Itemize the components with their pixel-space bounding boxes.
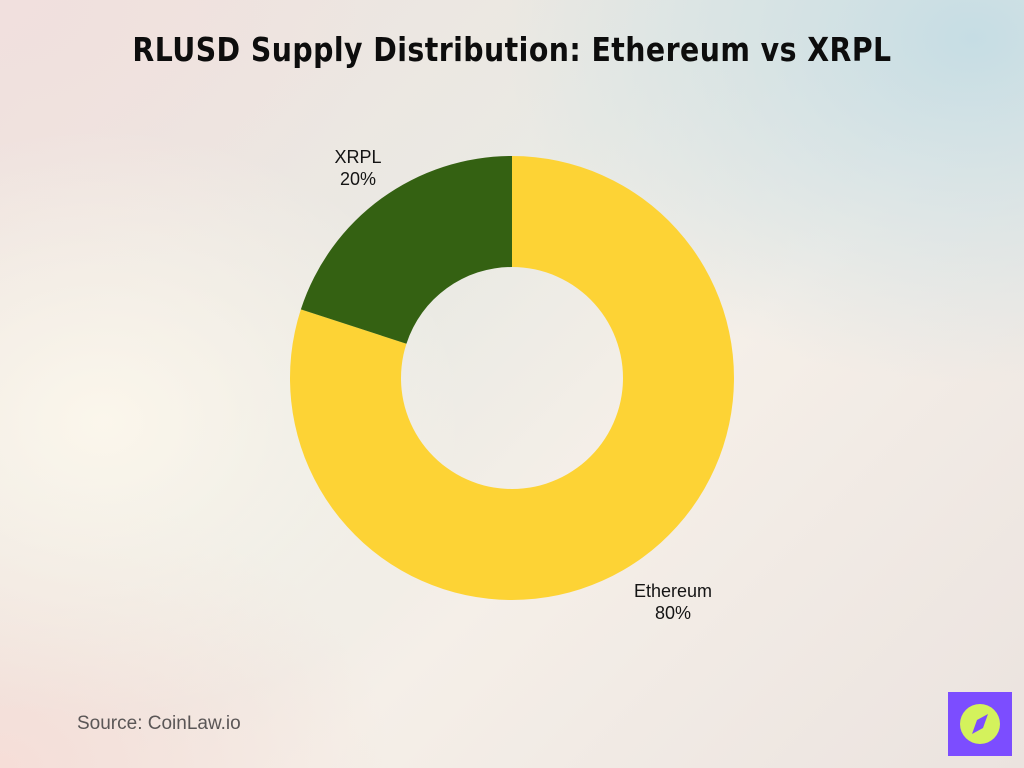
source-text: Source: CoinLaw.io [77, 713, 241, 734]
slice-xrpl [300, 156, 512, 344]
ethereum-data-label: Ethereum 80% [613, 580, 733, 624]
slice-ethereum [289, 156, 734, 600]
xrpl-data-label: XRPL 20% [318, 146, 398, 190]
ethereum-label-value: 80% [654, 603, 692, 623]
compass-icon [960, 704, 1000, 744]
chart-title: RLUSD Supply Distribution: Ethereum vs X… [132, 30, 892, 69]
brand-logo [948, 692, 1012, 756]
ethereum-label-name: Ethereum [633, 581, 713, 601]
xrpl-label-value: 20% [339, 169, 377, 189]
xrpl-label-name: XRPL [334, 147, 382, 167]
